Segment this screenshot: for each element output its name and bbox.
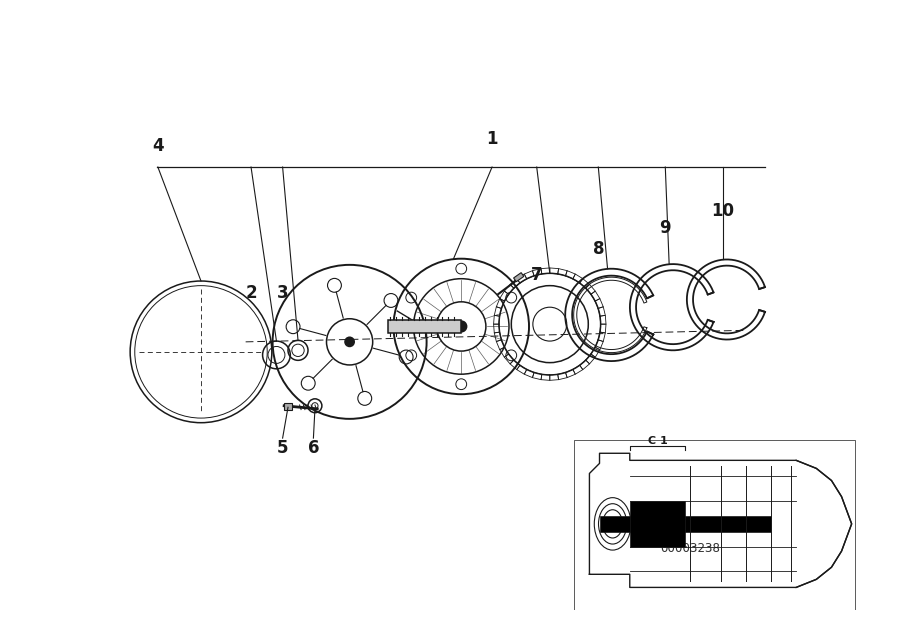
Bar	[599, 516, 771, 532]
Text: 1: 1	[486, 130, 498, 149]
Bar	[514, 272, 524, 282]
Text: 5: 5	[277, 439, 288, 457]
Text: 7: 7	[531, 266, 543, 284]
Text: 4: 4	[152, 137, 164, 154]
Text: 3: 3	[277, 284, 288, 302]
Text: C 1: C 1	[648, 436, 668, 446]
Circle shape	[456, 321, 466, 332]
Text: 8: 8	[592, 241, 604, 258]
Text: 9: 9	[660, 219, 671, 237]
Bar	[388, 319, 461, 333]
Bar	[630, 500, 685, 547]
Text: 2: 2	[245, 284, 256, 302]
Text: 10: 10	[712, 202, 734, 220]
Bar	[284, 403, 292, 410]
Circle shape	[345, 337, 355, 347]
Text: 00003238: 00003238	[661, 542, 721, 555]
Text: 6: 6	[308, 439, 320, 457]
